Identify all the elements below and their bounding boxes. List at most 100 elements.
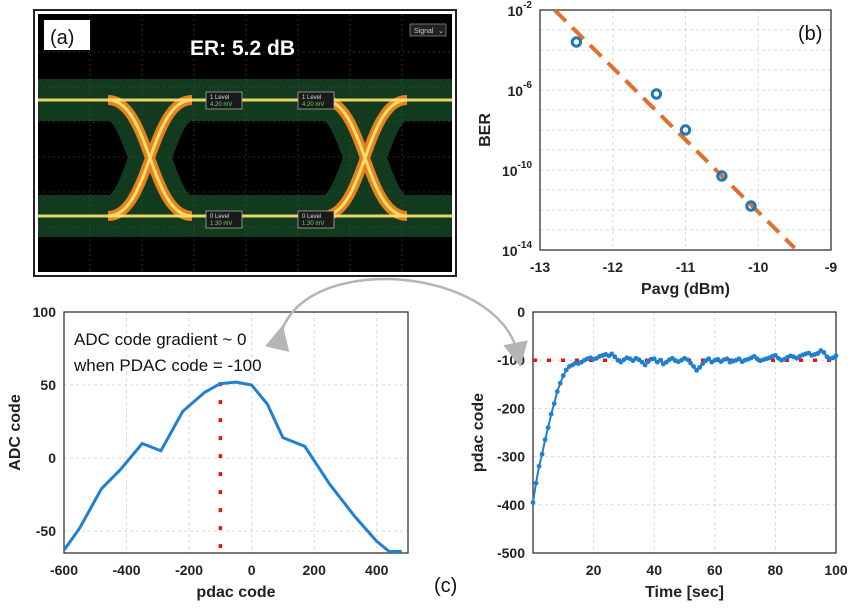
panel-c-label: (c) [434, 575, 457, 597]
ber-y-label: BER [477, 113, 494, 147]
adc-y-label: ADC code [7, 394, 24, 471]
marker-label: 0 Level [210, 214, 229, 220]
pdac-point [545, 425, 551, 431]
signal-dropdown-label: Signal [414, 28, 434, 35]
marker-value: 1.30 mV [302, 221, 324, 227]
level-marker-4: 0 Level 1.30 mV [297, 210, 335, 229]
marker-value: 4.20 mV [302, 102, 324, 108]
pdac-point [724, 356, 730, 362]
level-marker-1: 1 Level 4.20 mV [205, 91, 243, 110]
panel-b-label: (b) [798, 23, 822, 45]
pdac-point [815, 351, 821, 356]
pdac-point [688, 360, 693, 366]
connector-arrow [264, 277, 528, 368]
pdac-x-tick: 40 [646, 562, 662, 578]
panel-a-label: (a) [50, 27, 74, 49]
pdac-point [533, 480, 539, 486]
adc-y-tick: -50 [36, 523, 56, 539]
pdac-axes [532, 311, 837, 554]
pdac-point [651, 356, 657, 362]
ber-fit-line [553, 8, 797, 250]
pdac-y-tick: -400 [497, 497, 525, 513]
extinction-ratio-label: ER: 5.2 dB [190, 37, 295, 60]
adc-x-label: pdac code [196, 584, 275, 601]
ber-chart: -13 -12 -11 -10 -9 10-14 10-10 10-6 10-2 Pavg (dB… [477, 0, 837, 298]
adc-x-tick: -200 [175, 562, 203, 578]
adc-x-tick: 0 [248, 562, 256, 578]
ber-axes [539, 9, 832, 251]
annotation-line-2: when PDAC code = -100 [73, 356, 262, 375]
marker-label: 0 Level [302, 214, 321, 220]
marker-value: 4.20 mV [210, 102, 232, 108]
ber-x-tick: -10 [748, 259, 768, 275]
marker-label: 1 Level [210, 95, 229, 101]
pdac-point [700, 361, 706, 366]
pdac-x-tick: 100 [824, 562, 848, 578]
pdac-curve [532, 349, 837, 503]
pdac-point [642, 362, 648, 368]
pdac-point [685, 357, 690, 363]
pdac-y-tick: -100 [497, 352, 525, 368]
pdac-point [657, 357, 663, 363]
pdac-point [736, 356, 742, 362]
adc-y-tick: 0 [48, 450, 56, 466]
adc-x-tick: -400 [113, 562, 141, 578]
ber-y-tick: 10-6 [508, 80, 533, 99]
pdac-point [697, 365, 703, 370]
pdac-point [612, 354, 618, 360]
pdac-point [639, 359, 645, 365]
annotation-line-1: ADC code gradient ~ 0 [74, 330, 246, 349]
pdac-point [609, 351, 615, 357]
signal-dropdown[interactable]: Signal ⌄ [409, 23, 447, 37]
adc-curve [62, 380, 402, 553]
ber-x-tick: -11 [676, 259, 696, 275]
pdac-point [551, 401, 557, 406]
pdac-point [539, 451, 545, 457]
ber-x-label: Pavg (dBm) [641, 281, 730, 298]
adc-x-tick: 400 [365, 562, 389, 578]
pdac-y-tick: 0 [517, 304, 525, 320]
ber-point [716, 170, 728, 182]
pdac-point [691, 364, 696, 369]
pdac-y-tick: -500 [497, 545, 525, 561]
pdac-x-tick: 80 [768, 562, 784, 578]
chevron-down-icon: ⌄ [438, 28, 444, 35]
marker-label: 1 Level [302, 95, 321, 101]
level-marker-3: 0 Level 1.30 mV [205, 210, 243, 229]
pdac-point [530, 499, 536, 505]
pdac-y-label: pdac code [470, 393, 487, 472]
eye-diagram-panel: 1 Level 4.20 mV 1 Level 4.20 mV 0 Level … [33, 9, 457, 277]
ber-y-tick: 10-14 [502, 240, 532, 259]
pdac-point [821, 350, 827, 355]
ber-x-tick: -12 [603, 259, 623, 275]
level-marker-2: 1 Level 4.20 mV [297, 91, 335, 110]
adc-chart: -600 -400 -200 0 200 400 -50 0 50 100 pdac code ADC… [7, 304, 409, 601]
pdac-point [542, 437, 548, 443]
pdac-chart: 20 40 60 80 100 -500 -400 -300 -200 -100 0 Time [se… [470, 304, 848, 601]
adc-x-tick: 200 [303, 562, 327, 578]
pdac-point [563, 367, 569, 373]
pdac-point [536, 463, 542, 469]
ber-point [650, 88, 663, 100]
pdac-point [694, 367, 700, 373]
pdac-x-label: Time [sec] [645, 584, 724, 601]
pdac-point [706, 356, 712, 362]
ber-point [745, 200, 757, 212]
adc-y-tick: 100 [33, 304, 57, 320]
pdac-point [554, 389, 560, 394]
pdac-point [557, 380, 563, 386]
ber-x-tick: -9 [825, 259, 838, 275]
pdac-point [773, 352, 778, 358]
adc-axes [63, 311, 409, 554]
panel-a-label-box [44, 20, 90, 50]
pdac-y-tick: -200 [497, 400, 525, 416]
adc-y-tick: 50 [40, 377, 56, 393]
pdac-point [560, 373, 566, 379]
ber-point [570, 36, 583, 48]
ber-point [679, 124, 692, 136]
pdac-y-tick: -300 [497, 449, 525, 465]
ber-y-tick: 10-2 [508, 0, 533, 19]
pdac-point [833, 353, 839, 359]
pdac-x-tick: 20 [586, 562, 602, 578]
